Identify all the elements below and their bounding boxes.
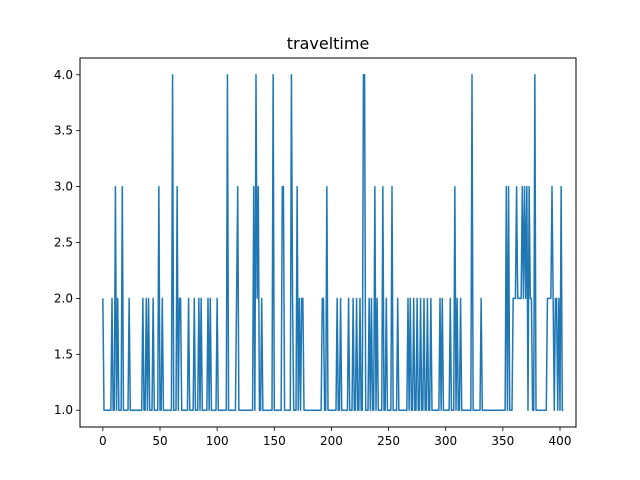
y-tick-label: 3.0	[54, 180, 73, 194]
x-tick-label: 0	[99, 434, 107, 448]
x-tick-label: 200	[320, 434, 343, 448]
series-line	[102, 74, 564, 411]
x-tick-label: 350	[491, 434, 514, 448]
y-tick-label: 3.5	[54, 124, 73, 138]
y-axis: 1.0 1.5 2.0 2.5 3.0 3.5 4.0	[54, 68, 80, 417]
chart-title: traveltime	[287, 34, 370, 53]
x-tick-label: 250	[377, 434, 400, 448]
y-tick-label: 4.0	[54, 68, 73, 82]
x-tick-label: 100	[206, 434, 229, 448]
x-tick-label: 50	[152, 434, 167, 448]
plot-area-frame	[79, 57, 577, 428]
y-tick-label: 1.0	[54, 403, 73, 417]
y-tick-label: 1.5	[54, 347, 73, 361]
y-tick-label: 2.5	[54, 236, 73, 250]
x-tick-label: 300	[434, 434, 457, 448]
x-axis: 0 50 100 150 200 250 300 350 400	[99, 427, 571, 448]
y-tick-label: 2.0	[54, 291, 73, 305]
x-tick-label: 150	[263, 434, 286, 448]
x-tick-label: 400	[549, 434, 572, 448]
